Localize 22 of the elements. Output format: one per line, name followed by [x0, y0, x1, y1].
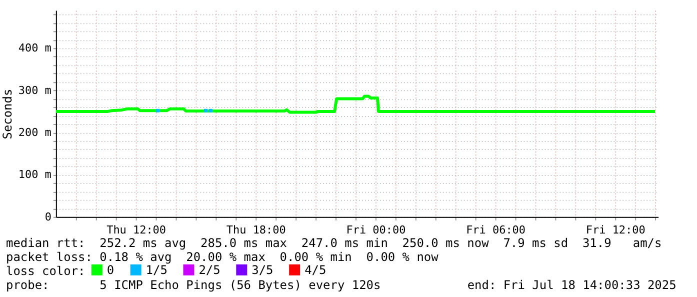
legend-label: 4/5: [304, 262, 326, 277]
y-tick-label: 200 m: [18, 126, 52, 140]
y-axis-title: Seconds: [0, 88, 14, 140]
y-tick-label: 0: [44, 210, 52, 224]
legend-label: 3/5: [252, 262, 274, 277]
y-tick-label: 100 m: [18, 168, 52, 182]
line-series: [54, 94, 657, 114]
x-tick-label: Fri 06:00: [466, 223, 526, 236]
x-tick-label: Thu 12:00: [106, 223, 166, 236]
y-tick-label: 300 m: [18, 84, 52, 97]
x-tick-label: Thu 18:00: [226, 223, 286, 236]
legend-label: 2/5: [198, 262, 220, 277]
legend-label: 1/5: [146, 262, 168, 277]
text: median rtt: 252.2 ms avg 285.0 ms max 247.0 ms min 250.0 ms now 7.9 ms sd 31.9 am/s: [6, 236, 662, 250]
legend-title: loss color:: [6, 264, 86, 278]
y-tick-label: 400 m: [18, 42, 52, 55]
text: probe: 5 ICMP Echo Pings (56 Bytes) every 120s: [6, 278, 381, 292]
legend-label: 0: [106, 262, 114, 277]
text: packet loss: 0.18 % avg 20.00 % max 0.00 % min 0.00 % now: [6, 250, 440, 264]
x-tick-label: Fri 12:00: [586, 223, 646, 236]
text: end: Fri Jul 18 14:00:33 2025: [467, 278, 676, 292]
x-tick-label: Fri 00:00: [346, 223, 406, 236]
